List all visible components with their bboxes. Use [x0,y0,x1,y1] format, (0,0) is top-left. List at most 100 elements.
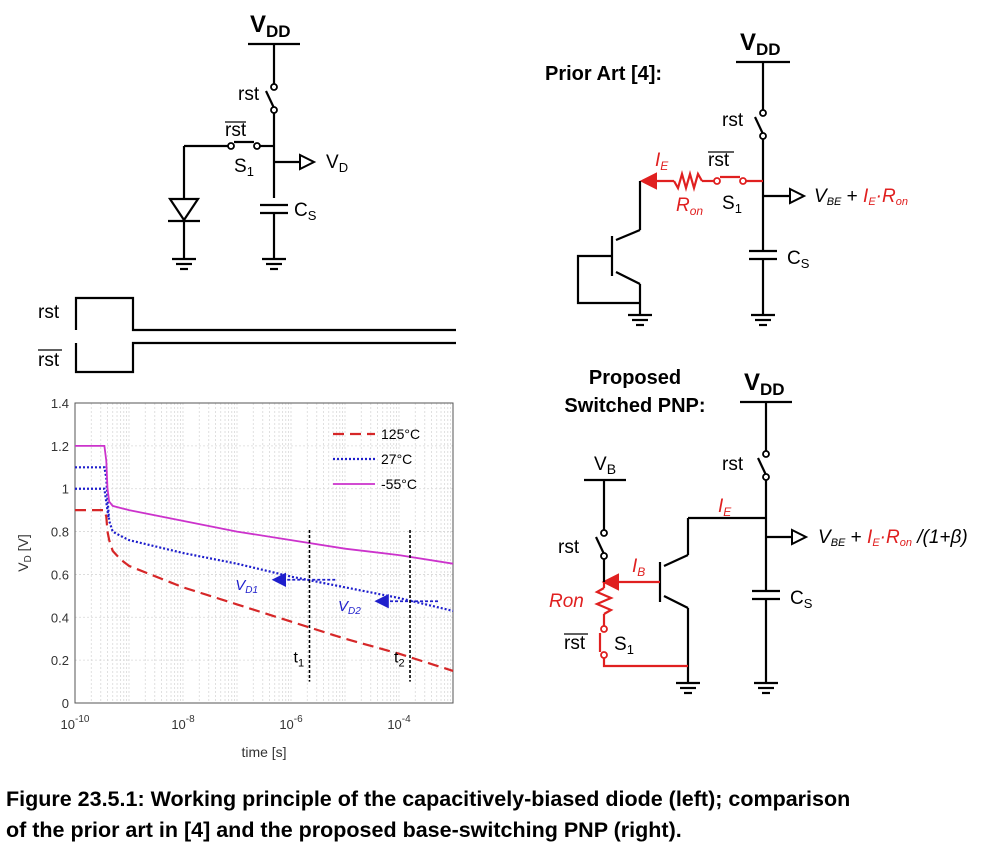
chart-x-tick-label: 10-6 [279,714,303,732]
chart-y-tick-label: 1 [62,482,69,497]
prior-output-arrow-icon [789,187,807,205]
prior-ie-label: IE [655,150,669,173]
chart-legend-label-2: -55°C [381,476,417,492]
proposed-ie-label: IE [718,496,732,519]
proposed-circuit: Proposed Switched PNP: VDD rst IE IB VB … [549,367,968,695]
chart-legend-label-1: 27°C [381,451,412,467]
chart-series-0 [75,509,454,672]
chart-annotations: VD1 VD2 t1 t2 [235,529,439,682]
chart-x-axis: 10-10 10-8 10-6 10-4 [61,714,412,732]
proposed-collector-lead [663,595,689,609]
prior-art-title: Prior Art [4]: [545,63,662,85]
proposed-ron-resistor-icon [594,587,614,615]
vd-chart: 0 0.2 0.4 0.6 0.8 1 1.2 1.4 10-10 10-8 10-6 10-4 V… [15,396,454,760]
proposed-s1-label: S1 [614,634,634,657]
figure-caption: Figure 23.5.1: Working principle of the … [6,784,981,846]
chart-marker-label-2: t2 [394,649,405,669]
left-vdd-label: VDD [250,11,291,41]
chart-x-tick-label: 10-4 [387,714,411,732]
prior-s1-contact-a [713,177,721,185]
proposed-output-arrow-icon [791,528,809,546]
chart-series-1 [75,466,454,612]
proposed-cs-label: CS [790,588,813,611]
chart-plot-frame [74,402,454,704]
prior-art-circuit: Prior Art [4]: VDD rst IE Ron rst S1 [545,29,908,327]
left-output-arrow-icon [299,153,317,171]
left-cs-label: CS [294,200,317,223]
chart-y-tick-label: 0.2 [51,653,69,668]
timing-rst-wave [74,296,456,332]
prior-rst-switch-top [759,109,767,117]
left-s1-label: S1 [234,156,254,179]
chart-annotation-D2: VD2 [338,598,361,617]
prior-collector-lead [615,271,641,285]
chart-y-tick-label: 0 [62,696,69,711]
proposed-title-line1: Proposed [589,367,681,389]
left-rst-switch-bottom [270,106,278,114]
chart-series-start-level [75,487,110,519]
proposed-rst-right-label: rst [722,454,744,475]
left-s1-contact-b [253,142,261,150]
timing-rstbar-label: rst [38,350,60,371]
ground-icon [262,257,286,271]
figure: VDD rst rst S1 VD CS [15,11,968,760]
chart-grid [75,402,453,704]
prior-s1-label: S1 [722,193,742,216]
proposed-emitter-lead [663,554,689,567]
prior-output-expression: VBE + IE·Ron [814,186,908,208]
chart-legend: 125°C 27°C -55°C [333,426,420,492]
ground-icon [751,313,775,327]
prior-rstbar-label: rst [708,150,730,171]
prior-base-tie-wire [576,254,640,305]
prior-vdd-label: VDD [740,29,781,59]
chart-y-tick-label: 1.4 [51,396,69,411]
timing-rstbar-wave [74,341,456,374]
left-rstbar-label: rst [225,120,247,141]
proposed-output-expression: VBE + IE·Ron /(1+β) [818,527,968,549]
proposed-rst-switch-bottom [762,473,770,481]
proposed-s1-contact-a [600,625,608,633]
chart-marker-label-1: t1 [293,649,304,669]
prior-s1-contact-b [739,177,747,185]
chart-y-tick-label: 0.6 [51,567,69,582]
chart-y-tick-label: 1.2 [51,439,69,454]
chart-y-axis: 0 0.2 0.4 0.6 0.8 1 1.2 1.4 [51,396,69,711]
proposed-vdd-label: VDD [744,369,785,399]
proposed-ron-label: Ron [549,591,584,612]
chart-y-axis-label: VD [V] [15,534,34,572]
chart-series-2 [75,444,454,565]
chart-y-tick-label: 0.4 [51,610,69,625]
proposed-rst-switch-left-bottom [600,552,608,560]
ground-icon [172,257,196,271]
left-rst-label: rst [238,84,260,105]
caption-line-2: of the prior art in [4] and the proposed… [6,818,682,842]
chart-series-group [75,444,454,672]
prior-ron-label: Ron [676,195,703,218]
ground-icon [754,681,778,695]
left-diode-icon [167,197,201,222]
timing-diagram: rst rst [38,296,456,374]
left-rst-switch-blade [265,90,275,109]
proposed-vb-label: VB [594,454,616,477]
left-s1-contact-a [227,142,235,150]
prior-emitter-lead [615,228,641,242]
timing-rst-label: rst [38,302,60,323]
ground-icon [628,313,652,327]
proposed-rst-switch-blade [757,457,767,476]
proposed-rst-switch-top [762,450,770,458]
proposed-s1-return-wire [602,658,688,668]
proposed-title-line2: Switched PNP: [564,395,705,417]
prior-rst-switch-blade [754,116,764,135]
proposed-rst-switch-left-blade [595,536,605,555]
chart-legend-label-0: 125°C [381,426,420,442]
chart-x-tick-label: 10-10 [61,714,90,732]
prior-rst-label: rst [722,110,744,131]
chart-y-tick-label: 0.8 [51,525,69,540]
caption-line-1: Figure 23.5.1: Working principle of the … [6,787,851,811]
proposed-s1-contact-b [600,651,608,659]
left-vd-label: VD [326,152,348,175]
proposed-rst-left-label: rst [558,537,580,558]
left-circuit: VDD rst rst S1 VD CS [167,11,348,271]
chart-annotation-D1: VD1 [235,577,258,596]
ground-icon [676,681,700,695]
